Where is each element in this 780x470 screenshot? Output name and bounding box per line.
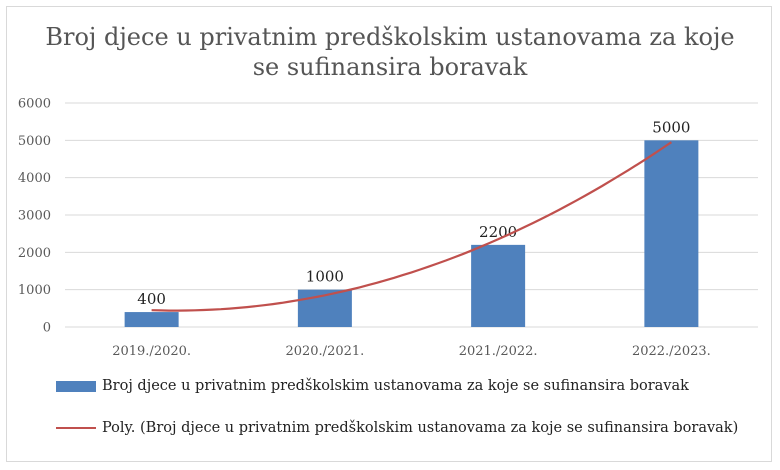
data-label: 5000 [652,118,690,136]
y-tick-label: 5000 [18,134,51,149]
bar [471,244,526,327]
y-tick-label: 2000 [18,246,51,261]
y-tick-label: 0 [43,321,51,336]
chart-frame [6,6,772,462]
legend-trend-label: Poly. (Broj djece u privatnim predškolsk… [102,420,739,436]
data-label: 400 [137,290,166,308]
x-tick-label: 2022./2023. [632,344,711,359]
legend-item-bars: Broj djece u privatnim predškolskim usta… [56,375,689,397]
chart-title: Broj djece u privatnim predškolskim usta… [0,22,780,82]
y-tick-label: 3000 [18,209,51,224]
y-tick-label: 4000 [18,171,51,186]
y-tick-label: 6000 [18,97,51,112]
data-label: 2200 [479,223,517,241]
x-tick-label: 2019./2020. [112,344,191,359]
chart-title-line-2: se sufinansira boravak [252,53,528,81]
legend-trend-swatch [56,427,96,429]
bar [124,312,179,327]
legend-bar-swatch [56,380,96,392]
bar [644,140,699,327]
x-tick-label: 2021./2022. [459,344,538,359]
x-tick-label: 2020./2021. [285,344,364,359]
legend-bar-label: Broj djece u privatnim predškolskim usta… [102,378,689,394]
legend-item-trendline: Poly. (Broj djece u privatnim predškolsk… [56,417,738,439]
y-tick-label: 1000 [18,283,51,298]
chart-title-line-1: Broj djece u privatnim predškolskim usta… [45,23,735,51]
data-label: 1000 [306,268,344,286]
trendline [151,141,673,312]
